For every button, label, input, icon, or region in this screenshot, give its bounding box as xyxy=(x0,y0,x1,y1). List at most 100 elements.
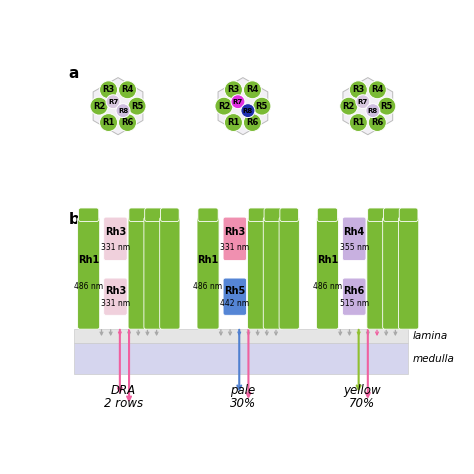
Circle shape xyxy=(225,81,242,99)
Text: 515 nm: 515 nm xyxy=(340,300,369,309)
FancyBboxPatch shape xyxy=(367,217,387,329)
Circle shape xyxy=(106,95,120,109)
FancyBboxPatch shape xyxy=(198,208,218,221)
FancyBboxPatch shape xyxy=(383,208,402,221)
Text: R1: R1 xyxy=(227,118,240,127)
Text: 70%: 70% xyxy=(349,397,375,410)
Bar xyxy=(74,329,408,343)
Text: Rh1: Rh1 xyxy=(317,255,338,265)
Text: a: a xyxy=(68,66,79,81)
Circle shape xyxy=(100,81,118,99)
Text: R1: R1 xyxy=(102,118,115,127)
FancyBboxPatch shape xyxy=(78,217,100,329)
Text: Rh3: Rh3 xyxy=(105,286,126,296)
Text: R2: R2 xyxy=(343,101,355,110)
Circle shape xyxy=(225,114,242,131)
FancyBboxPatch shape xyxy=(263,217,283,329)
Circle shape xyxy=(118,114,137,131)
Text: R4: R4 xyxy=(246,85,259,94)
FancyBboxPatch shape xyxy=(399,208,418,221)
FancyBboxPatch shape xyxy=(280,208,299,221)
Circle shape xyxy=(253,97,271,115)
Text: R2: R2 xyxy=(93,101,105,110)
FancyBboxPatch shape xyxy=(197,217,219,329)
FancyBboxPatch shape xyxy=(279,217,300,329)
Text: Rh1: Rh1 xyxy=(197,255,219,265)
FancyBboxPatch shape xyxy=(223,217,246,261)
Text: lamina: lamina xyxy=(413,331,448,341)
Circle shape xyxy=(241,104,255,118)
FancyBboxPatch shape xyxy=(343,217,366,261)
FancyBboxPatch shape xyxy=(247,217,268,329)
FancyBboxPatch shape xyxy=(368,208,386,221)
FancyBboxPatch shape xyxy=(317,208,337,221)
Text: 331 nm: 331 nm xyxy=(101,243,130,252)
FancyBboxPatch shape xyxy=(399,217,419,329)
FancyBboxPatch shape xyxy=(128,217,148,329)
Circle shape xyxy=(128,97,146,115)
Text: R8: R8 xyxy=(243,108,253,114)
Text: Rh3: Rh3 xyxy=(105,227,126,237)
Circle shape xyxy=(116,104,130,118)
Bar xyxy=(74,343,408,374)
Text: medulla: medulla xyxy=(413,354,455,364)
Text: Rh1: Rh1 xyxy=(78,255,99,265)
FancyBboxPatch shape xyxy=(160,217,180,329)
Text: 331 nm: 331 nm xyxy=(101,300,130,309)
Text: Rh4: Rh4 xyxy=(344,227,365,237)
Circle shape xyxy=(340,97,358,115)
Text: 331 nm: 331 nm xyxy=(220,243,249,252)
Text: R3: R3 xyxy=(102,85,115,94)
Circle shape xyxy=(378,97,396,115)
Text: 486 nm: 486 nm xyxy=(193,282,223,291)
Text: 486 nm: 486 nm xyxy=(313,282,342,291)
Text: DRA: DRA xyxy=(111,383,136,397)
FancyBboxPatch shape xyxy=(383,217,403,329)
Text: R5: R5 xyxy=(381,101,393,110)
Text: R3: R3 xyxy=(228,85,239,94)
FancyBboxPatch shape xyxy=(129,208,147,221)
Text: yellow: yellow xyxy=(344,383,381,397)
FancyBboxPatch shape xyxy=(144,217,164,329)
Text: b: b xyxy=(68,212,79,227)
FancyBboxPatch shape xyxy=(343,278,366,315)
Text: Rh5: Rh5 xyxy=(224,286,246,296)
Circle shape xyxy=(368,81,386,99)
Text: R8: R8 xyxy=(368,108,378,114)
Text: R6: R6 xyxy=(371,118,383,127)
FancyBboxPatch shape xyxy=(104,217,127,261)
FancyBboxPatch shape xyxy=(104,278,127,315)
FancyBboxPatch shape xyxy=(79,208,99,221)
Text: 486 nm: 486 nm xyxy=(74,282,103,291)
Circle shape xyxy=(231,95,245,109)
FancyBboxPatch shape xyxy=(316,217,338,329)
Circle shape xyxy=(356,95,370,109)
Text: R2: R2 xyxy=(218,101,230,110)
Text: R4: R4 xyxy=(121,85,134,94)
Text: R7: R7 xyxy=(358,99,368,105)
Circle shape xyxy=(118,81,137,99)
Text: 442 nm: 442 nm xyxy=(220,300,249,309)
Text: R1: R1 xyxy=(352,118,365,127)
Text: 30%: 30% xyxy=(230,397,256,410)
Circle shape xyxy=(244,81,261,99)
Circle shape xyxy=(244,114,261,131)
Circle shape xyxy=(100,114,118,131)
Text: R7: R7 xyxy=(108,99,118,105)
FancyBboxPatch shape xyxy=(161,208,179,221)
Text: pale: pale xyxy=(230,383,255,397)
Text: R7: R7 xyxy=(233,99,243,105)
Circle shape xyxy=(90,97,108,115)
Circle shape xyxy=(215,97,233,115)
Text: R6: R6 xyxy=(246,118,259,127)
Text: R6: R6 xyxy=(121,118,134,127)
Circle shape xyxy=(368,114,386,131)
FancyBboxPatch shape xyxy=(264,208,283,221)
Text: R5: R5 xyxy=(131,101,143,110)
FancyBboxPatch shape xyxy=(145,208,164,221)
Circle shape xyxy=(349,81,367,99)
FancyBboxPatch shape xyxy=(223,278,246,315)
Circle shape xyxy=(349,114,367,131)
Text: R8: R8 xyxy=(118,108,128,114)
Text: Rh3: Rh3 xyxy=(224,227,246,237)
